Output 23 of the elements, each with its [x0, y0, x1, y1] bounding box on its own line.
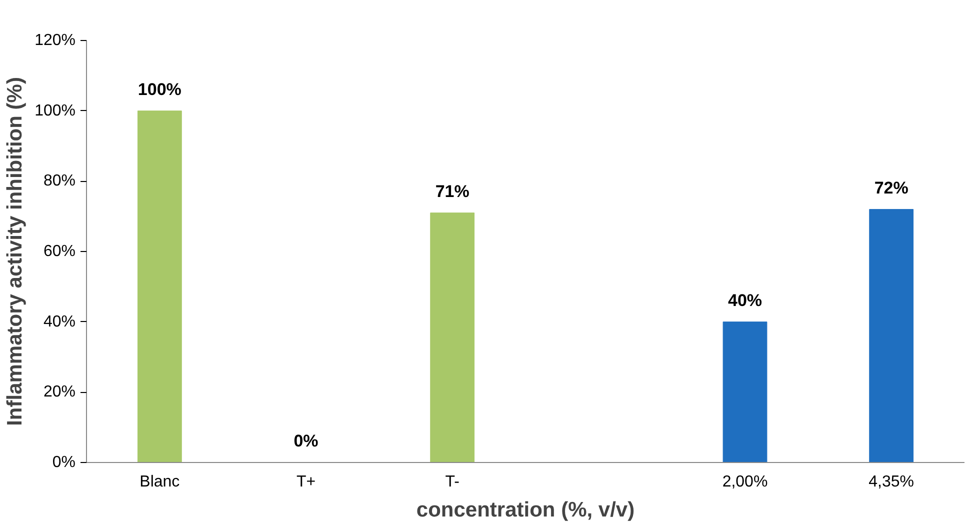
y-tick-label: 120% — [34, 32, 76, 49]
x-tick-label: T+ — [296, 474, 316, 490]
bar — [722, 322, 768, 462]
data-label: 100% — [138, 80, 182, 99]
x-tick-label: T- — [445, 474, 460, 490]
y-axis-title: Inflammatory activity inhibition (%) — [4, 77, 27, 426]
x-axis-title: concentration (%, v/v) — [416, 498, 635, 522]
y-tick-label: 20% — [43, 384, 76, 401]
data-label: 72% — [874, 178, 908, 198]
data-label: 40% — [728, 290, 762, 310]
bar — [430, 212, 475, 462]
y-tick-label: 100% — [34, 102, 76, 120]
x-tick-label: Blanc — [140, 474, 180, 490]
y-tick-label: 0% — [52, 454, 76, 471]
y-tick-label: 60% — [43, 243, 76, 260]
data-label: 0% — [294, 432, 318, 450]
bar — [869, 209, 914, 462]
bar — [137, 110, 182, 462]
x-tick-label: 4,35% — [868, 474, 914, 490]
y-tick-label: 40% — [43, 313, 76, 330]
data-label: 71% — [435, 182, 470, 201]
y-tick-label: 80% — [43, 172, 76, 190]
x-tick-label: 2,00% — [722, 474, 768, 490]
